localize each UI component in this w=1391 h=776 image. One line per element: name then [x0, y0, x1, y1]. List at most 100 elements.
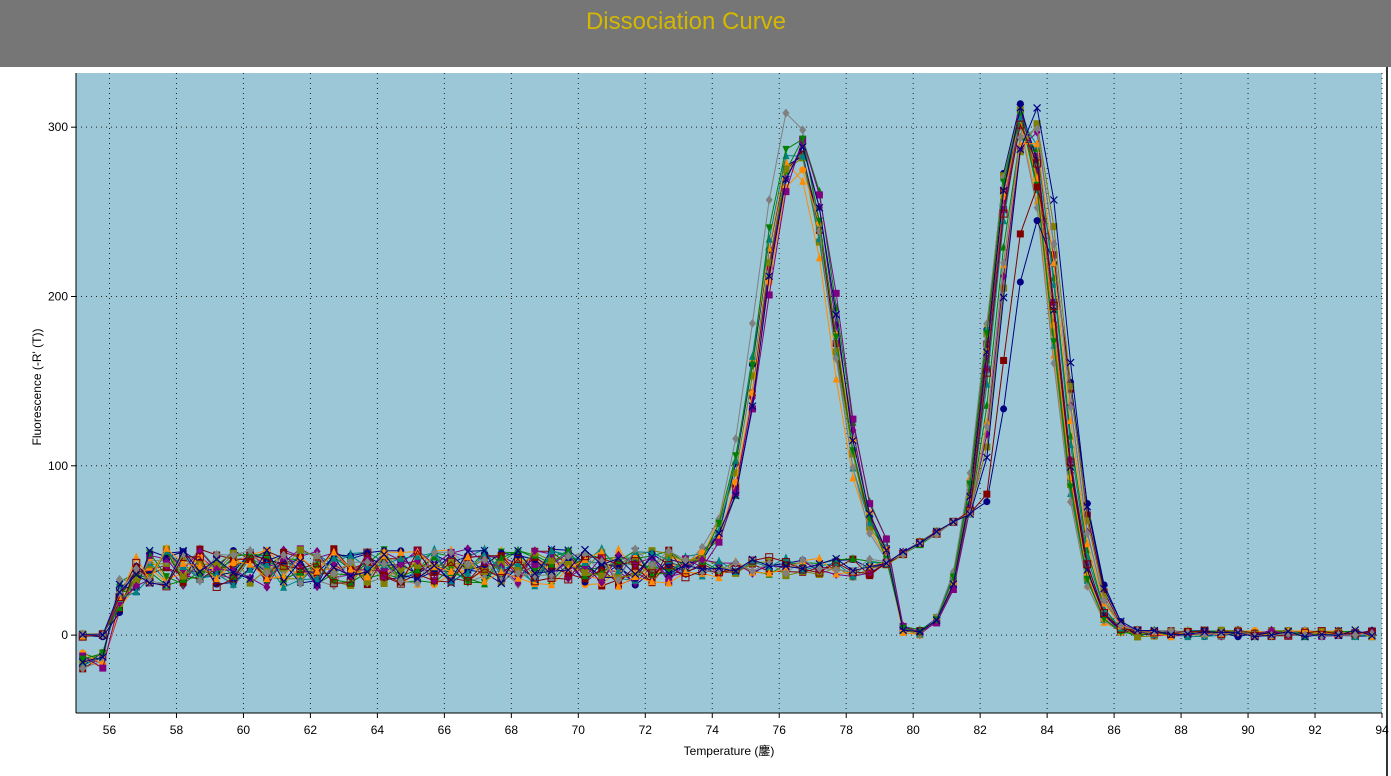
data-point	[414, 561, 422, 569]
data-point	[296, 579, 304, 589]
data-point	[564, 573, 572, 583]
data-point	[547, 567, 556, 576]
data-point	[548, 580, 556, 589]
data-point	[132, 576, 140, 584]
data-point	[748, 555, 757, 564]
data-point	[983, 498, 991, 506]
data-point	[598, 547, 606, 556]
data-point	[1183, 630, 1192, 638]
data-point	[263, 559, 271, 568]
data-point	[815, 234, 823, 243]
data-point	[414, 551, 422, 560]
data-point	[347, 557, 355, 567]
data-point	[464, 559, 472, 569]
data-point	[380, 559, 388, 569]
data-point	[732, 469, 740, 477]
title-bar: Dissociation Curve	[0, 0, 1391, 67]
data-point	[999, 209, 1008, 218]
data-point	[832, 333, 840, 342]
data-point	[413, 574, 422, 583]
data-point	[866, 514, 874, 523]
data-point	[1000, 206, 1008, 214]
data-point	[1067, 402, 1075, 412]
data-point	[115, 580, 124, 589]
y-tick-label: 200	[48, 289, 68, 303]
data-point	[1167, 632, 1175, 641]
data-point	[481, 576, 489, 585]
data-point	[782, 553, 790, 562]
y-tick-label: 100	[48, 459, 68, 473]
data-point	[196, 576, 204, 586]
data-point	[1000, 216, 1008, 225]
data-point	[1050, 223, 1058, 231]
data-point	[1050, 338, 1058, 347]
data-point	[983, 490, 991, 498]
data-point	[915, 539, 924, 548]
data-point	[98, 631, 107, 639]
data-point	[313, 550, 321, 560]
data-point	[280, 550, 288, 560]
data-point	[1167, 630, 1175, 639]
data-point	[798, 565, 807, 574]
data-point	[581, 545, 589, 554]
x-tick-label: 70	[572, 723, 586, 737]
data-point	[882, 535, 890, 543]
data-point	[748, 402, 757, 411]
data-point	[866, 523, 874, 531]
data-point	[413, 546, 422, 555]
chart-plot: 56 58 60 62 64 66 68 70 72 74 76 78 80 82 84 86 88 90 92 94…	[30, 67, 1389, 776]
data-point	[882, 546, 891, 555]
data-point	[229, 568, 238, 577]
data-point	[866, 568, 874, 578]
x-tick-label: 64	[371, 723, 385, 737]
data-point	[1016, 133, 1024, 143]
data-point	[1016, 230, 1024, 238]
data-point	[162, 580, 171, 589]
data-point	[715, 538, 723, 546]
plot-background	[76, 73, 1382, 713]
x-tick-label: 92	[1308, 723, 1322, 737]
data-point	[765, 259, 773, 267]
data-point	[999, 293, 1008, 302]
data-point	[848, 566, 857, 575]
data-point	[212, 555, 221, 564]
data-point	[1016, 114, 1024, 123]
data-point	[1234, 628, 1242, 637]
data-point	[263, 568, 271, 578]
data-point	[330, 569, 338, 579]
data-point	[447, 575, 455, 584]
data-point	[1000, 258, 1008, 268]
data-point	[949, 586, 957, 594]
data-point	[313, 582, 321, 592]
data-point	[246, 575, 255, 583]
data-point	[1067, 431, 1075, 440]
data-point	[799, 125, 807, 135]
data-point	[1033, 120, 1041, 128]
data-point	[614, 575, 622, 585]
data-point	[1066, 463, 1075, 471]
data-point	[1016, 120, 1025, 129]
data-point	[982, 453, 991, 462]
data-point	[815, 191, 823, 199]
data-point	[832, 354, 840, 364]
data-point	[78, 658, 87, 667]
data-point	[463, 547, 472, 556]
data-point	[715, 564, 723, 573]
data-point	[132, 564, 140, 574]
x-tick-label: 60	[237, 723, 251, 737]
data-point	[1083, 529, 1091, 539]
data-point	[715, 556, 723, 565]
data-point	[464, 568, 472, 577]
data-point	[414, 565, 422, 574]
data-point	[631, 557, 640, 566]
data-point	[782, 108, 790, 118]
data-point	[1100, 615, 1108, 624]
data-point	[162, 543, 170, 552]
data-point	[748, 566, 756, 576]
data-point	[464, 552, 472, 561]
data-point	[1033, 124, 1041, 134]
data-point	[380, 547, 388, 556]
x-tick-label: 80	[906, 723, 920, 737]
data-point	[1100, 604, 1108, 613]
data-point	[865, 562, 874, 571]
